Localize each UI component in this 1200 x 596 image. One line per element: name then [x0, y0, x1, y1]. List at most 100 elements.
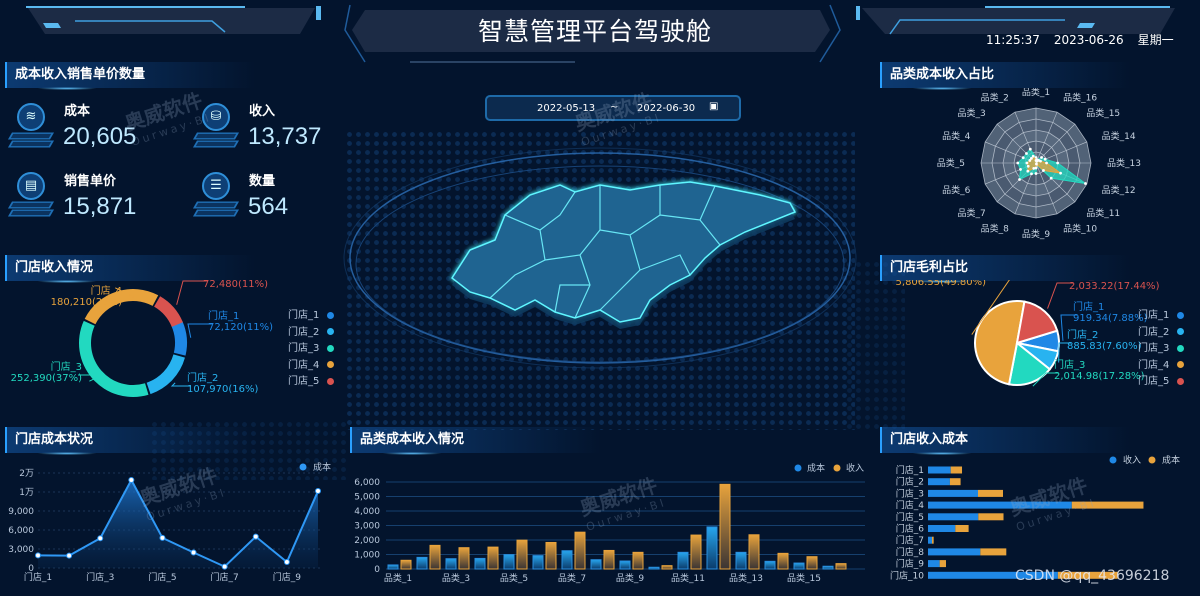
data-point	[315, 488, 321, 495]
legend-item[interactable]: 门店_4	[1138, 356, 1185, 371]
radar-point	[1043, 157, 1047, 161]
calendar-icon[interactable]: ▣	[709, 101, 719, 112]
bar-收入	[545, 541, 557, 570]
radar-axis-label: 品类_1	[1022, 88, 1050, 98]
legend-label: 成本	[807, 462, 825, 474]
legend-dot-icon	[327, 361, 335, 368]
slice-label-value: 72,480(11%)	[203, 280, 268, 290]
province-map	[343, 147, 857, 369]
start-date[interactable]: 2022-05-13	[537, 103, 596, 114]
x-tick-label: 门店_9	[273, 571, 302, 583]
label-line	[1047, 282, 1073, 309]
slice-label-value: 252,390(37%)	[11, 373, 82, 384]
bar-成本	[793, 562, 805, 570]
y-tick-label: 1,000	[354, 551, 380, 561]
bar-成本	[822, 565, 834, 570]
legend-dot-icon	[1177, 311, 1185, 319]
slice-label-value: 72,120(11%)	[208, 322, 273, 333]
radar-axis-label: 品类_2	[981, 91, 1009, 103]
bar-成本	[932, 536, 934, 544]
slice-label-name: 门店_1	[1073, 300, 1104, 313]
label-line	[1058, 342, 1071, 363]
bar-收入	[928, 478, 950, 486]
y-category-label: 门店_5	[896, 511, 924, 523]
radar-point	[1049, 176, 1053, 180]
bar-收入	[400, 559, 412, 570]
line-series-cost	[37, 477, 319, 568]
kpi-label: 成本	[64, 104, 91, 119]
radar-point	[1025, 152, 1028, 155]
bar-成本	[978, 489, 1003, 497]
y-tick-label: 0	[28, 564, 34, 574]
y-tick-label: 4,000	[354, 507, 380, 517]
legend-item[interactable]: 门店_5	[1138, 372, 1185, 387]
bar-收入	[661, 565, 673, 570]
date: 2023-06-26	[1053, 33, 1124, 47]
radar-point	[1059, 171, 1062, 175]
radar-axis-label: 品类_6	[942, 184, 971, 196]
bar-收入	[928, 548, 981, 556]
y-category-label: 门店_4	[896, 499, 925, 511]
clock: 11:25:37 2023-06-26 星期一	[986, 31, 1188, 48]
kpi-value: 15,871	[63, 193, 137, 220]
panel-title-store-income: 门店收入情况	[5, 255, 255, 283]
kpi-value: 564	[248, 193, 289, 220]
end-date[interactable]: 2022-06-30	[637, 103, 696, 114]
bar-成本	[980, 548, 1007, 556]
kpi-value: 20,605	[63, 123, 137, 150]
radar-axis-label: 品类_12	[1102, 184, 1136, 196]
bar-收入	[748, 534, 760, 570]
bar-收入	[429, 544, 441, 570]
label-line	[187, 323, 212, 338]
bar-成本	[950, 466, 963, 474]
bar-成本	[677, 551, 689, 570]
bar-收入	[928, 489, 978, 497]
bar-成本	[503, 554, 515, 570]
legend-item[interactable]: 门店_1	[1138, 306, 1185, 321]
y-tick-label: 5,000	[354, 493, 380, 503]
radar-point	[1030, 172, 1033, 176]
slice-label-name: 门店_5	[1069, 280, 1100, 281]
slice-label-value: 2,014.98(17.28%)	[1054, 371, 1145, 382]
document-icon: ▤	[7, 172, 55, 222]
weekday: 星期一	[1137, 33, 1174, 47]
legend-item[interactable]: 门店_3	[288, 339, 335, 354]
y-category-label: 门店_9	[896, 558, 925, 570]
x-tick-label: 门店_3	[86, 571, 114, 583]
data-point	[252, 533, 259, 540]
radar-axis-label: 品类_11	[1086, 207, 1120, 219]
radar-point	[1056, 161, 1060, 165]
legend-item[interactable]: 门店_2	[1138, 323, 1185, 338]
bar-收入	[928, 501, 1072, 509]
radar-point	[1016, 161, 1020, 165]
radar-point	[1025, 161, 1029, 165]
legend-item[interactable]: 门店_2	[288, 323, 335, 338]
panel-title-store-cost: 门店成本状况	[5, 427, 255, 455]
legend-item[interactable]: 门店_5	[288, 372, 335, 387]
radar-axis-label: 品类_9	[1022, 228, 1051, 240]
y-tick-label: 6,000	[354, 478, 380, 488]
legend-item[interactable]: 门店_4	[288, 356, 335, 371]
radar-axis-label: 品类_3	[958, 107, 986, 119]
x-tick-label: 门店_1	[24, 571, 52, 583]
date-range-picker[interactable]: 2022-05-13 ~ 2022-06-30 ▣	[485, 95, 741, 121]
bar-收入	[928, 466, 951, 474]
y-tick-label: 3,000	[354, 522, 380, 532]
bar-成本	[648, 566, 660, 570]
legend-item[interactable]: 门店_1	[288, 306, 335, 321]
bar-成本	[532, 555, 544, 570]
legend-label: 收入	[1123, 454, 1141, 466]
radar-axis-label: 品类_10	[1063, 223, 1097, 235]
label-line	[971, 280, 1010, 335]
legend-item[interactable]: 门店_3	[1138, 339, 1185, 354]
x-tick-label: 品类_1	[384, 572, 412, 584]
legend-label: 门店_1	[288, 310, 320, 321]
x-tick-label: 品类_9	[616, 572, 645, 584]
legend-dot-icon	[1177, 377, 1185, 385]
data-point	[283, 558, 290, 565]
slice-label-value: 180,210(26%)	[51, 297, 122, 308]
bar-收入	[928, 536, 933, 544]
radar-axis-label: 品类_4	[942, 130, 971, 142]
